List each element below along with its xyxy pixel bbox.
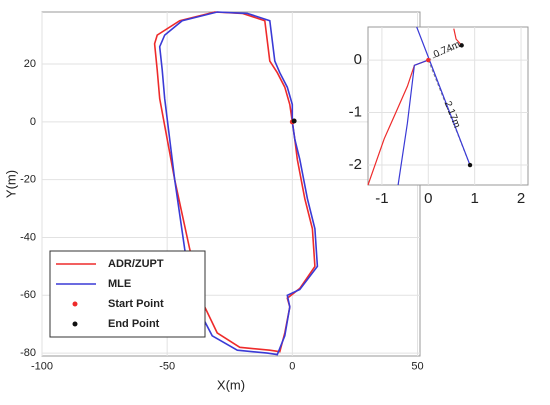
x-tick-label: 2 xyxy=(517,190,525,207)
distance-line xyxy=(428,44,462,61)
y-tick-label: -1 xyxy=(349,104,362,121)
y-tick-label: -40 xyxy=(20,231,36,243)
y-tick-label: -20 xyxy=(20,174,36,186)
point xyxy=(467,162,473,168)
plot-area xyxy=(367,26,529,186)
legend-label: ADR/ZUPT xyxy=(108,258,164,270)
x-tick-label: 0 xyxy=(289,360,295,372)
point xyxy=(459,43,464,48)
charts: -100 -50 0 50-80-60-40-20020X(m)Y(m)ADR/ZUP… xyxy=(3,11,529,392)
trajectory-line xyxy=(153,11,316,353)
point xyxy=(426,57,431,63)
y-tick-label: 0 xyxy=(30,116,36,128)
legend-label: MLE xyxy=(108,278,131,290)
x-tick-label: -1 xyxy=(375,190,388,207)
trajectory-line xyxy=(158,11,319,356)
y-axis-label: Y(m) xyxy=(3,170,18,198)
point xyxy=(291,118,297,124)
y-tick-label: -60 xyxy=(20,289,36,301)
legend-marker xyxy=(72,321,78,327)
trajectory-line xyxy=(397,26,471,186)
x-tick-label: 0 xyxy=(424,190,432,207)
x-tick-label: 1 xyxy=(470,190,478,207)
y-tick-label: 0 xyxy=(354,51,362,68)
legend-marker xyxy=(72,301,78,307)
x-tick-label: -50 xyxy=(159,360,175,372)
y-tick-label: 20 xyxy=(24,58,36,70)
y-tick-label: -80 xyxy=(20,347,36,359)
y-tick-label: -2 xyxy=(349,156,362,173)
x-axis-label: X(m) xyxy=(217,377,245,392)
x-tick-label: 50 xyxy=(411,360,423,372)
legend-box xyxy=(49,250,206,338)
legend-label: End Point xyxy=(108,318,160,330)
legend-label: Start Point xyxy=(108,298,164,310)
x-tick-label: -100 xyxy=(31,360,53,372)
